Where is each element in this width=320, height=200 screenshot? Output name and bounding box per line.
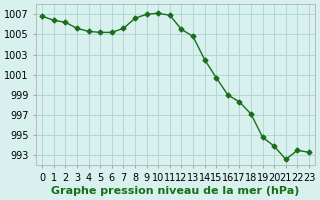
X-axis label: Graphe pression niveau de la mer (hPa): Graphe pression niveau de la mer (hPa)	[52, 186, 300, 196]
